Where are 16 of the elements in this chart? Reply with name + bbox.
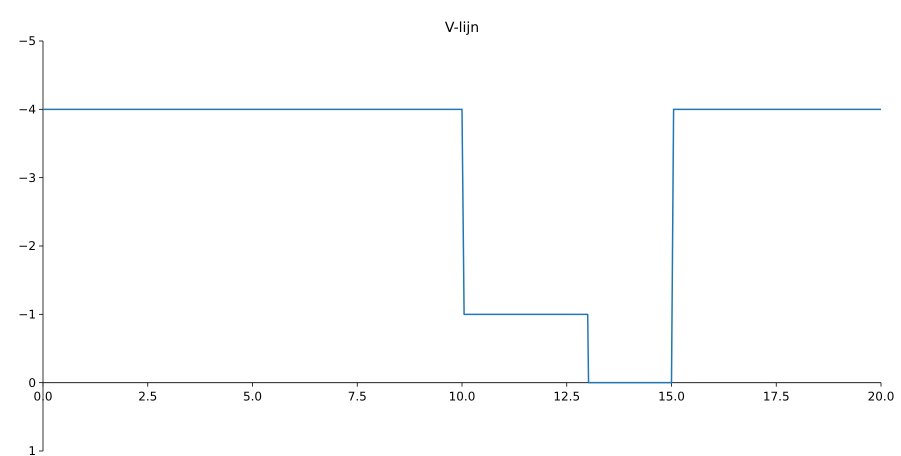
y-tick-label: 0 [28,376,36,390]
y-tick-label: −3 [18,170,36,185]
x-tick-label: 17.5 [762,390,790,404]
x-tick-label: 7.5 [348,390,367,404]
x-tick-label: 5.0 [242,390,262,404]
y-tick-label: 1 [28,444,36,456]
x-tick-label: 15.0 [658,390,685,404]
x-tick-label: 2.5 [138,390,158,404]
y-tick-label: −5 [18,34,36,48]
y-tick-label: −4 [18,102,36,117]
chart-title: V-lijn [444,20,480,36]
x-tick-label: 20.0 [868,390,894,404]
y-tick-label: −2 [18,239,36,254]
y-tick-label: −1 [18,308,36,322]
x-tick-label: 10.0 [448,390,476,404]
x-tick-label: 12.5 [553,390,580,404]
